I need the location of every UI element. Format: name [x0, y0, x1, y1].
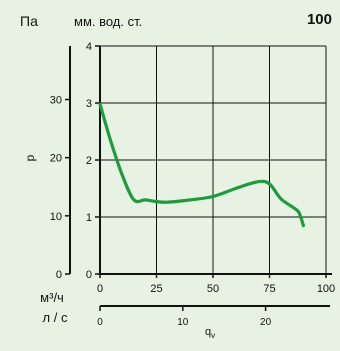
- x-axis-label-sub: v: [211, 331, 215, 340]
- unit-m3h-label: м³/ч: [40, 290, 64, 305]
- grid: [100, 45, 327, 274]
- x-tick-label: 100: [317, 283, 335, 295]
- pa-tick-label: 10: [50, 211, 62, 223]
- ls-tick-label: 10: [177, 317, 189, 328]
- pa-tick-label: 0: [56, 269, 62, 281]
- ticks: 0 1 2 3 4 0 10 20 30 0 25 50 75 100 0 10 20: [50, 41, 335, 328]
- pa-tick-label: 20: [50, 153, 62, 165]
- y-tick-label: 3: [86, 98, 92, 110]
- axes: [69, 46, 332, 307]
- unit-mm-label: мм. вод. ст.: [74, 14, 142, 29]
- y-axis-label: p: [23, 154, 37, 161]
- y-tick-label: 2: [86, 155, 92, 167]
- pa-tick-label: 30: [50, 95, 62, 107]
- series-line: [98, 102, 305, 228]
- y-tick-label: 0: [86, 269, 92, 281]
- ls-tick-label: 20: [260, 317, 272, 328]
- x-tick-label: 25: [150, 283, 162, 295]
- x-axis-label: qv: [205, 326, 215, 340]
- y-tick-label: 4: [86, 41, 92, 53]
- x-tick-label: 0: [97, 283, 103, 295]
- x-tick-label: 50: [207, 283, 219, 295]
- x-axis-label-main: q: [205, 326, 211, 338]
- unit-ls-label: л / с: [43, 310, 68, 325]
- unit-pa-label: Па: [20, 13, 38, 29]
- x-tick-label: 75: [263, 283, 275, 295]
- y-tick-label: 1: [86, 212, 92, 224]
- chart-title: 100: [307, 11, 332, 28]
- ls-tick-label: 0: [97, 317, 103, 328]
- unit-m3h-text: м³/ч: [40, 290, 64, 305]
